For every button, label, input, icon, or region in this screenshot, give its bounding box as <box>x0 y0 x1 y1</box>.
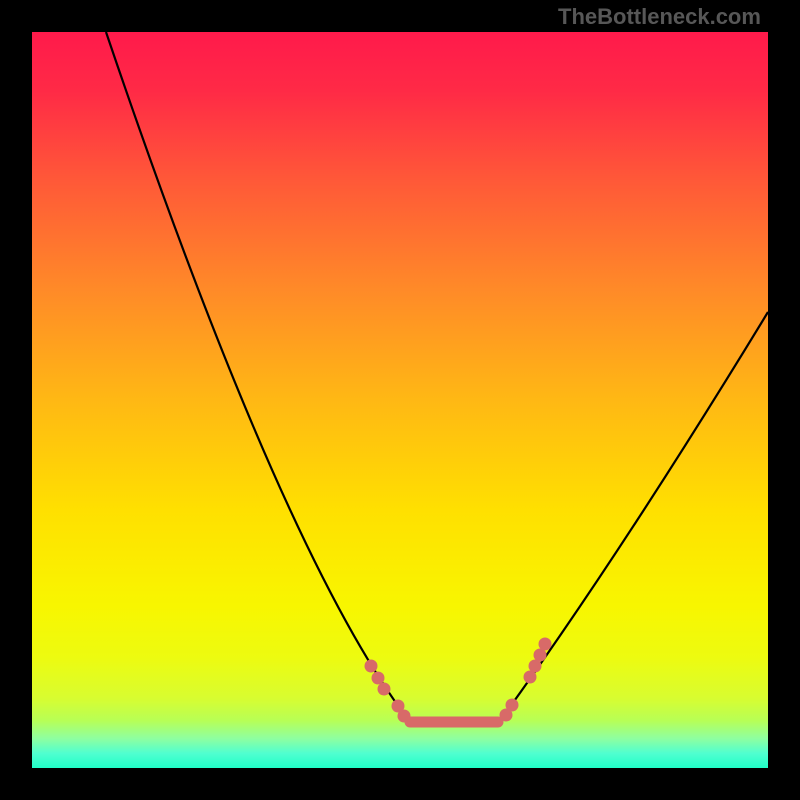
marker-dot <box>372 672 385 685</box>
gradient-background <box>32 32 768 768</box>
attribution-label: TheBottleneck.com <box>558 4 761 30</box>
marker-dot <box>506 699 519 712</box>
marker-dot <box>365 660 378 673</box>
plot-area <box>32 32 768 768</box>
marker-dot <box>398 710 411 723</box>
marker-dot <box>539 638 552 651</box>
chart-svg <box>32 32 768 768</box>
marker-dot <box>378 683 391 696</box>
